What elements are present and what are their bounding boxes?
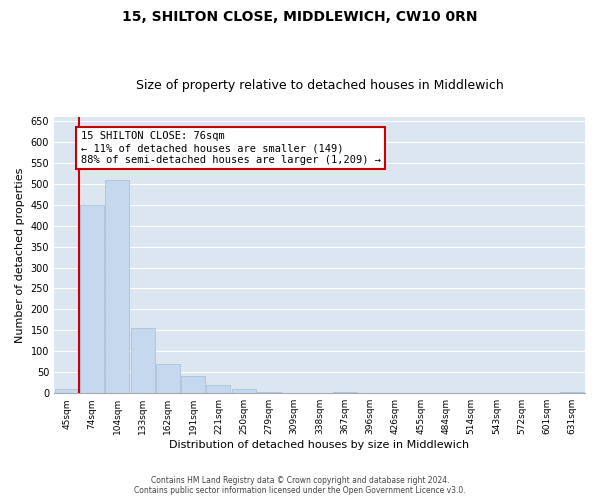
Bar bbox=[131, 328, 155, 393]
Y-axis label: Number of detached properties: Number of detached properties bbox=[15, 168, 25, 342]
Bar bbox=[232, 389, 256, 393]
Bar bbox=[80, 204, 104, 393]
Title: Size of property relative to detached houses in Middlewich: Size of property relative to detached ho… bbox=[136, 79, 503, 92]
Bar bbox=[560, 392, 584, 393]
Bar bbox=[156, 364, 180, 393]
Text: 15, SHILTON CLOSE, MIDDLEWICH, CW10 0RN: 15, SHILTON CLOSE, MIDDLEWICH, CW10 0RN bbox=[122, 10, 478, 24]
Text: Contains HM Land Registry data © Crown copyright and database right 2024.
Contai: Contains HM Land Registry data © Crown c… bbox=[134, 476, 466, 495]
Bar bbox=[206, 385, 230, 393]
Bar bbox=[333, 392, 357, 393]
X-axis label: Distribution of detached houses by size in Middlewich: Distribution of detached houses by size … bbox=[169, 440, 470, 450]
Bar bbox=[257, 392, 281, 393]
Bar bbox=[55, 389, 79, 393]
Bar bbox=[105, 180, 129, 393]
Bar bbox=[181, 376, 205, 393]
Text: 15 SHILTON CLOSE: 76sqm
← 11% of detached houses are smaller (149)
88% of semi-d: 15 SHILTON CLOSE: 76sqm ← 11% of detache… bbox=[80, 132, 380, 164]
